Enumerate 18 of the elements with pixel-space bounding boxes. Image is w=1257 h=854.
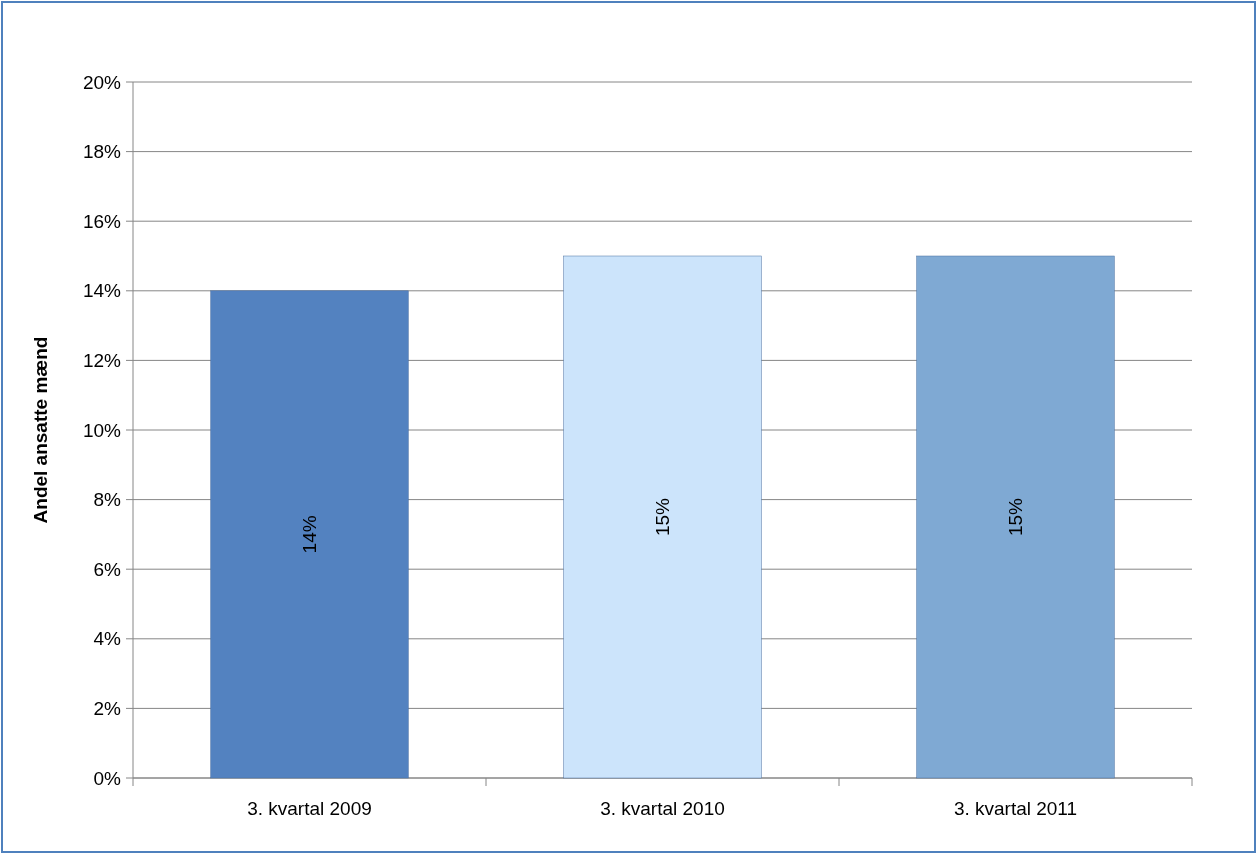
x-tick-label: 3. kvartal 2011 <box>953 797 1078 819</box>
y-tick-label: 20% <box>82 71 122 93</box>
data-label: 15% <box>1005 497 1026 537</box>
y-tick-label: 8% <box>93 489 122 511</box>
y-axis-title: Andel ansatte mænd <box>29 336 51 524</box>
y-tick-label: 12% <box>82 349 122 371</box>
x-tick-label: 3. kvartal 2010 <box>600 797 725 819</box>
y-tick-label: 0% <box>93 767 122 789</box>
x-tick-label: 3. kvartal 2009 <box>247 797 372 819</box>
y-tick-label: 16% <box>82 210 122 232</box>
y-tick-label: 18% <box>82 141 122 163</box>
y-tick-label: 2% <box>93 697 122 719</box>
y-tick-label: 10% <box>82 419 122 441</box>
data-label: 14% <box>299 515 320 554</box>
y-tick-label: 4% <box>93 628 122 650</box>
y-tick-label: 14% <box>82 280 122 302</box>
data-label: 15% <box>652 497 673 537</box>
y-tick-label: 6% <box>93 558 122 580</box>
